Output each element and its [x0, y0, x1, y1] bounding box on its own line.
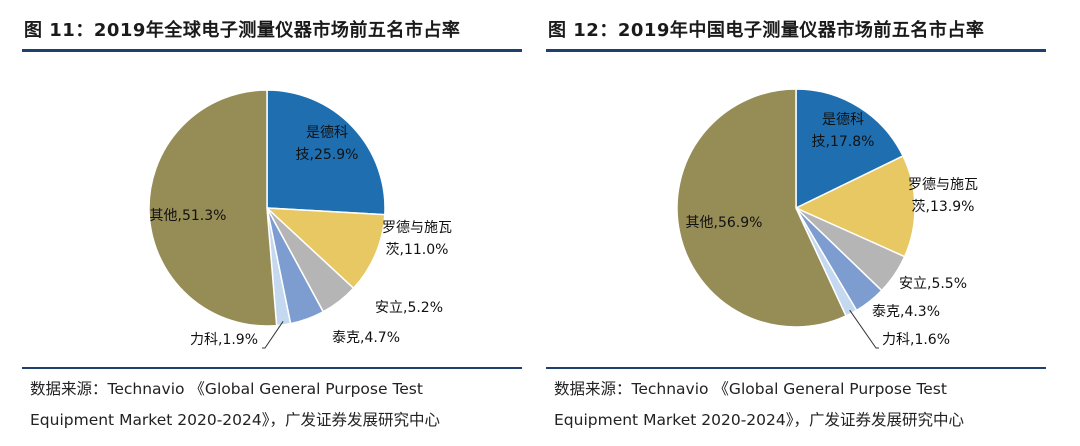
slice-label: 力科,1.6% — [882, 332, 950, 348]
source-line-1: 数据来源：Technavio 《Global General Purpose T… — [30, 380, 423, 398]
slice-label-line: 罗德与施瓦 — [382, 220, 452, 236]
leader-line — [262, 321, 284, 349]
leader-line — [849, 309, 879, 349]
pie-chart-china: 是德科技,17.8% 罗德与施瓦茨,13.9% 安立,5.5% 泰克,4.3% 力科,1… — [676, 88, 978, 349]
slice-label: 力科,1.9% — [190, 332, 258, 348]
slice-label-line: 是德科 — [306, 125, 348, 141]
source-rule — [546, 367, 1046, 369]
slice-label: 是德科技,17.8% — [812, 112, 875, 150]
source-line-2: Equipment Market 2020-2024》，广发证券发展研究中心 — [30, 411, 441, 429]
slice-label: 安立,5.2% — [375, 300, 443, 316]
source-note: 数据来源：Technavio 《Global General Purpose T… — [554, 374, 1048, 436]
pie-slice — [148, 89, 278, 327]
pie-slice — [264, 207, 386, 290]
slice-label: 安立,5.5% — [899, 276, 967, 292]
slice-label-line: 其他,51.3% — [150, 208, 227, 224]
chart-title: 图 12：2019年中国电子测量仪器市场前五名市占率 — [548, 20, 985, 41]
slice-label-line: 技,25.9% — [296, 147, 359, 163]
slice-label: 其他,51.3% — [150, 208, 227, 224]
slice-label-line: 茨,13.9% — [912, 199, 975, 215]
slice-label-line: 力科,1.6% — [882, 332, 950, 348]
pie-slice — [795, 88, 905, 210]
slice-label-line: 泰克,4.3% — [872, 304, 940, 320]
slice-label-line: 罗德与施瓦 — [908, 177, 978, 193]
slice-label-line: 茨,11.0% — [386, 242, 449, 258]
source-note: 数据来源：Technavio 《Global General Purpose T… — [30, 374, 524, 436]
source-rule — [22, 367, 522, 369]
source-line-2: Equipment Market 2020-2024》，广发证券发展研究中心 — [554, 411, 965, 429]
slice-label: 泰克,4.7% — [332, 330, 400, 346]
slice-label-line: 安立,5.2% — [375, 300, 443, 316]
slice-label-line: 技,17.8% — [812, 134, 875, 150]
pie-slice — [676, 88, 847, 328]
slice-label: 罗德与施瓦茨,11.0% — [382, 220, 452, 258]
slice-label-line: 泰克,4.7% — [332, 330, 400, 346]
chart-panel-china: 图 12：2019年中国电子测量仪器市场前五名市占率 是德科技,17.8% 罗德与… — [546, 0, 1056, 446]
source-line-1: 数据来源：Technavio 《Global General Purpose T… — [554, 380, 947, 398]
slice-label-line: 安立,5.5% — [899, 276, 967, 292]
slice-label-line: 其他,56.9% — [686, 215, 763, 231]
chart-title: 图 11：2019年全球电子测量仪器市场前五名市占率 — [24, 20, 461, 41]
slice-label: 其他,56.9% — [686, 215, 763, 231]
slice-label-line: 是德科 — [822, 112, 864, 128]
pie-chart-global: 是德科技,25.9% 罗德与施瓦茨,11.0% 安立,5.2% 泰克,4.7% 力科,1… — [148, 89, 452, 349]
title-rule — [22, 49, 522, 52]
pie-slice — [266, 89, 386, 216]
slice-label-line: 力科,1.9% — [190, 332, 258, 348]
slice-label: 泰克,4.3% — [872, 304, 940, 320]
chart-panel-global: 图 11：2019年全球电子测量仪器市场前五名市占率 是德科技,25.9% 罗德与… — [22, 0, 532, 446]
slice-label: 罗德与施瓦茨,13.9% — [908, 177, 978, 215]
title-rule — [546, 49, 1046, 52]
pie-slice — [794, 154, 916, 258]
slice-label: 是德科技,25.9% — [296, 125, 359, 163]
